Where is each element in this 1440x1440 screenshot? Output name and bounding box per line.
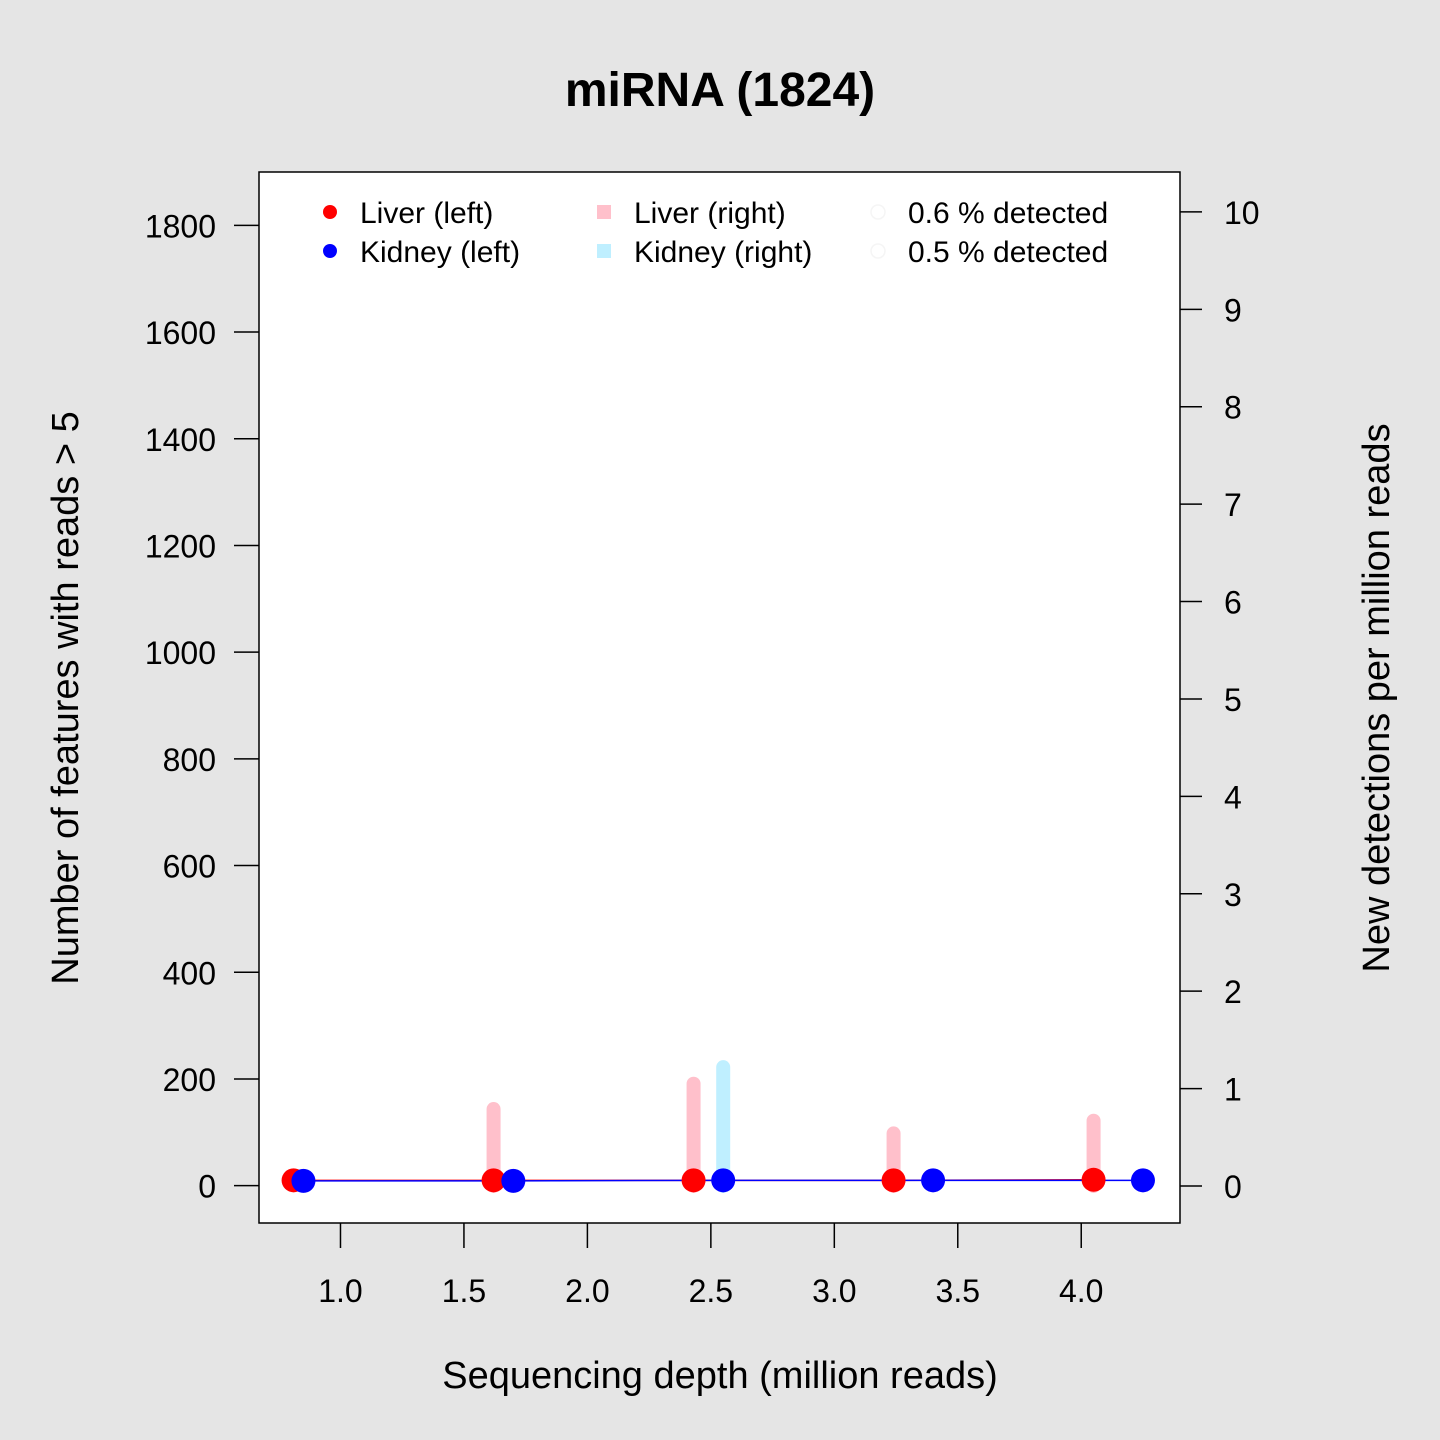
point-kidney-left xyxy=(501,1168,526,1193)
plot-marks xyxy=(281,1060,1155,1193)
x-tick-label: 4.0 xyxy=(1059,1273,1103,1309)
y-left-tick-label: 800 xyxy=(163,742,216,778)
y-right-tick-label: 6 xyxy=(1224,585,1242,621)
x-tick-label: 1.0 xyxy=(318,1273,362,1309)
legend-swatch xyxy=(870,243,886,259)
x-tick-label: 1.5 xyxy=(442,1273,486,1309)
x-tick-label: 3.5 xyxy=(936,1273,980,1309)
x-axis-label: Sequencing depth (million reads) xyxy=(442,1355,998,1397)
y-left-tick-label: 1600 xyxy=(145,315,216,351)
legend-label: 0.6 % detected xyxy=(908,197,1108,230)
y-right-tick-label: 4 xyxy=(1224,779,1242,815)
legend-label: Liver (right) xyxy=(634,197,786,230)
legend-swatch xyxy=(597,244,611,258)
legend-swatch xyxy=(597,205,611,219)
y-right-tick-label: 9 xyxy=(1224,292,1242,328)
point-kidney-left xyxy=(711,1168,736,1193)
legend-label: Kidney (right) xyxy=(634,236,812,269)
point-kidney-left xyxy=(921,1168,946,1193)
x-axis: 1.0 1.5 2.0 2.5 3.0 3.5 4.0 xyxy=(318,1223,1103,1309)
y-axis-left-label: Number of features with reads > 5 xyxy=(45,411,87,984)
legend-label: Liver (left) xyxy=(360,197,493,230)
legend-swatch xyxy=(323,244,337,258)
point-liver-left xyxy=(681,1168,706,1193)
point-liver-left xyxy=(881,1168,906,1193)
y-right-tick-label: 1 xyxy=(1224,1072,1242,1108)
x-tick-label: 3.0 xyxy=(812,1273,856,1309)
y-left-tick-label: 0 xyxy=(198,1169,216,1205)
y-left-tick-label: 1400 xyxy=(145,422,216,458)
plot-area xyxy=(258,171,1181,1224)
y-right-tick-label: 7 xyxy=(1224,487,1242,523)
y-right-tick-label: 0 xyxy=(1224,1169,1242,1205)
legend-label: 0.5 % detected xyxy=(908,236,1108,269)
x-tick-label: 2.5 xyxy=(689,1273,733,1309)
legend-swatch xyxy=(323,205,337,219)
legend: Liver (left) Kidney (left) Liver (right) Ki… xyxy=(323,197,1108,269)
y-axis-right: 0 1 2 3 4 5 6 7 8 9 10 xyxy=(1180,195,1260,1205)
y-right-tick-label: 2 xyxy=(1224,974,1242,1010)
y-right-tick-label: 8 xyxy=(1224,390,1242,426)
y-right-tick-label: 10 xyxy=(1224,195,1260,231)
y-right-tick-label: 5 xyxy=(1224,682,1242,718)
y-axis-right-label: New detections per million reads xyxy=(1356,423,1398,972)
y-right-tick-label: 3 xyxy=(1224,877,1242,913)
point-liver-left xyxy=(1081,1167,1106,1192)
chart-title: miRNA (1824) xyxy=(565,64,875,117)
legend-swatch xyxy=(870,204,886,220)
legend-label: Kidney (left) xyxy=(360,236,520,269)
y-left-tick-label: 1200 xyxy=(145,528,216,564)
y-left-tick-label: 400 xyxy=(163,955,216,991)
y-left-tick-label: 1800 xyxy=(145,208,216,244)
y-left-tick-label: 200 xyxy=(163,1062,216,1098)
y-axis-left: 0 200 400 600 800 1000 1200 1400 1600 1800 xyxy=(145,208,259,1205)
x-tick-label: 2.0 xyxy=(565,1273,609,1309)
y-left-tick-label: 600 xyxy=(163,849,216,885)
point-kidney-left xyxy=(1130,1168,1155,1193)
point-kidney-left xyxy=(291,1168,316,1193)
y-left-tick-label: 1000 xyxy=(145,635,216,671)
point-liver-left xyxy=(481,1168,506,1193)
